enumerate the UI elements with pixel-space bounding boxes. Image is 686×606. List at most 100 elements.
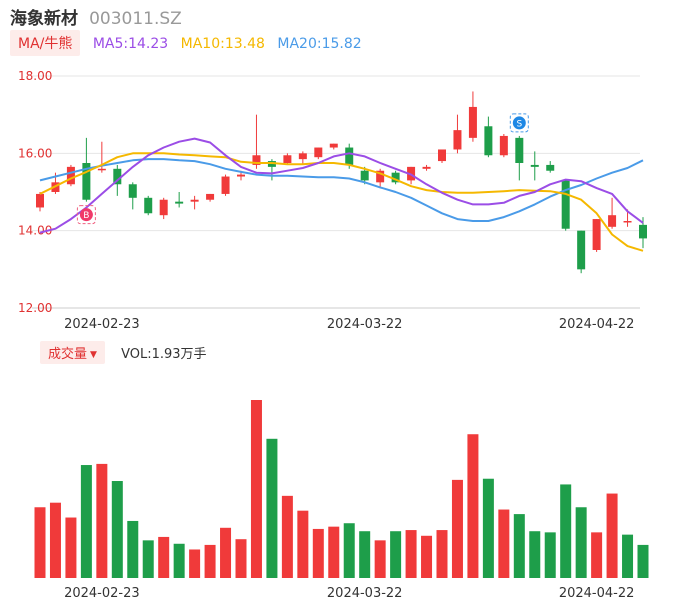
volume-bar bbox=[189, 549, 201, 578]
volume-bar bbox=[80, 465, 92, 578]
candle-body bbox=[438, 149, 446, 162]
y-tick-label: 16.00 bbox=[18, 146, 52, 160]
trade-markers: BS bbox=[76, 113, 529, 225]
candle-body bbox=[499, 135, 508, 156]
volume-bar bbox=[405, 530, 417, 578]
volume-bar bbox=[312, 528, 324, 578]
x-tick-label: 2024-02-23 bbox=[64, 586, 140, 601]
y-tick-label: 12.00 bbox=[18, 301, 52, 315]
x-tick-label: 2024-04-22 bbox=[559, 317, 635, 332]
volume-bar bbox=[96, 463, 108, 578]
y-axis-ticks: 18.00 16.00 14.00 12.00 bbox=[18, 69, 52, 315]
candle-body bbox=[360, 170, 369, 181]
marker-dot bbox=[79, 208, 93, 222]
candle-body bbox=[422, 166, 431, 169]
volume-bar bbox=[343, 523, 355, 578]
ma10-legend: MA10:13.48 bbox=[180, 36, 265, 52]
volume-bar bbox=[127, 520, 139, 578]
ma5-legend: MA5:14.23 bbox=[92, 36, 169, 52]
title-row: 海象新材 003011.SZ bbox=[10, 4, 182, 29]
volume-value: VOL:1.93万手 bbox=[121, 347, 207, 362]
volume-bar bbox=[529, 531, 541, 578]
volume-bar bbox=[467, 434, 479, 578]
ma5-line bbox=[39, 137, 644, 234]
stock-code: 003011.SZ bbox=[89, 9, 182, 29]
candle-body bbox=[252, 155, 261, 165]
x-tick-label: 2024-02-23 bbox=[64, 317, 140, 332]
ma-toggle-button[interactable]: MA/牛熊 bbox=[10, 30, 81, 56]
sell-icon[interactable]: S bbox=[509, 113, 529, 133]
volume-bar bbox=[622, 534, 634, 578]
candle-body bbox=[97, 168, 106, 171]
volume-bar bbox=[374, 540, 386, 578]
x-tick-label: 2024-03-22 bbox=[327, 317, 403, 332]
volume-indicator-button[interactable]: 成交量 ▼ bbox=[40, 341, 105, 364]
volume-bar bbox=[111, 481, 123, 578]
volume-bar bbox=[235, 539, 247, 578]
stock-name: 海象新材 bbox=[10, 9, 78, 29]
candle-body bbox=[128, 184, 137, 198]
volume-bar bbox=[482, 478, 494, 578]
candle-body bbox=[190, 199, 199, 202]
candle-body bbox=[113, 168, 122, 185]
candle-body bbox=[206, 193, 215, 200]
candle-body bbox=[283, 155, 292, 163]
candle-body bbox=[159, 199, 168, 216]
volume-bar bbox=[575, 507, 587, 578]
x-tick-label: 2024-03-22 bbox=[327, 586, 403, 601]
marker-frame bbox=[509, 113, 529, 133]
marker-frame bbox=[76, 205, 96, 225]
candle-body bbox=[221, 176, 230, 194]
candle-body bbox=[298, 153, 307, 160]
volume-bar bbox=[544, 532, 556, 578]
volume-bar bbox=[560, 484, 572, 578]
candle-body bbox=[561, 180, 570, 229]
candle-body bbox=[36, 193, 44, 208]
candle-body bbox=[82, 163, 91, 200]
volume-bar bbox=[281, 495, 293, 578]
volume-bar bbox=[498, 509, 510, 578]
candle-body bbox=[577, 230, 586, 270]
marker-label: S bbox=[516, 119, 522, 129]
volume-legend: 成交量 ▼ VOL:1.93万手 bbox=[40, 341, 207, 364]
ma10-line bbox=[39, 152, 644, 252]
buy-icon[interactable]: B bbox=[76, 205, 96, 225]
volume-indicator-label: 成交量 bbox=[48, 347, 88, 362]
volume-bar bbox=[297, 510, 309, 578]
candle-body bbox=[314, 147, 323, 158]
volume-bar bbox=[591, 532, 603, 578]
volume-bars bbox=[34, 400, 649, 578]
candle-body bbox=[546, 164, 555, 171]
volume-bar bbox=[637, 544, 649, 578]
volume-bar bbox=[142, 540, 154, 578]
moving-average-lines bbox=[39, 137, 644, 252]
y-tick-label: 14.00 bbox=[18, 224, 52, 238]
marker-label: B bbox=[83, 211, 89, 221]
candle-body bbox=[391, 172, 400, 183]
volume-bar bbox=[451, 479, 463, 578]
volume-bar bbox=[220, 527, 232, 578]
volume-bar bbox=[359, 531, 371, 578]
volume-bar bbox=[328, 526, 340, 578]
candle-body bbox=[468, 106, 477, 138]
volume-bar bbox=[158, 536, 170, 578]
ma20-legend: MA20:15.82 bbox=[277, 36, 362, 52]
candles bbox=[36, 91, 647, 274]
candle-body bbox=[623, 221, 632, 223]
volume-bar bbox=[65, 517, 77, 578]
candle-body bbox=[515, 137, 524, 163]
candle-body bbox=[175, 201, 184, 204]
marker-dot bbox=[512, 116, 526, 130]
volume-bar bbox=[390, 531, 402, 578]
volume-bar bbox=[421, 535, 433, 578]
caret-down-icon: ▼ bbox=[90, 349, 97, 360]
candle-body bbox=[639, 224, 647, 239]
x-tick-label: 2024-04-22 bbox=[559, 586, 635, 601]
candle-body bbox=[144, 197, 153, 214]
candle-body bbox=[484, 126, 493, 156]
candle-body bbox=[453, 130, 462, 150]
volume-bar bbox=[250, 400, 262, 578]
candle-body bbox=[608, 215, 617, 227]
volume-bar bbox=[204, 544, 216, 578]
